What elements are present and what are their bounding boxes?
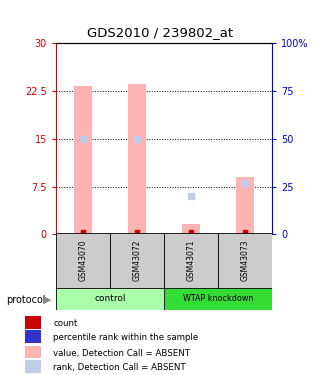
Text: GSM43070: GSM43070 (78, 239, 87, 281)
Text: count: count (53, 319, 78, 328)
Bar (56, 288, 164, 310)
Text: GSM43073: GSM43073 (241, 239, 250, 281)
Text: value, Detection Call = ABSENT: value, Detection Call = ABSENT (53, 349, 190, 358)
Text: GSM43071: GSM43071 (187, 239, 196, 280)
Bar (181, 224, 200, 234)
Text: percentile rank within the sample: percentile rank within the sample (53, 333, 199, 342)
Text: protocol: protocol (6, 295, 46, 305)
Bar (110, 233, 164, 289)
Text: control: control (94, 294, 126, 303)
Bar (164, 233, 218, 289)
Bar (25, 316, 41, 328)
Bar (218, 233, 272, 289)
Text: GSM43072: GSM43072 (132, 239, 141, 280)
Text: ▶: ▶ (43, 295, 52, 305)
Bar (74, 87, 92, 234)
Bar (128, 84, 147, 234)
Bar (164, 288, 272, 310)
Bar (56, 233, 110, 289)
Bar (25, 330, 41, 343)
Text: rank, Detection Call = ABSENT: rank, Detection Call = ABSENT (53, 363, 186, 372)
Text: WTAP knockdown: WTAP knockdown (183, 294, 253, 303)
Bar (25, 346, 41, 358)
Bar (236, 177, 254, 234)
Text: GDS2010 / 239802_at: GDS2010 / 239802_at (87, 26, 233, 39)
Bar (25, 360, 41, 372)
